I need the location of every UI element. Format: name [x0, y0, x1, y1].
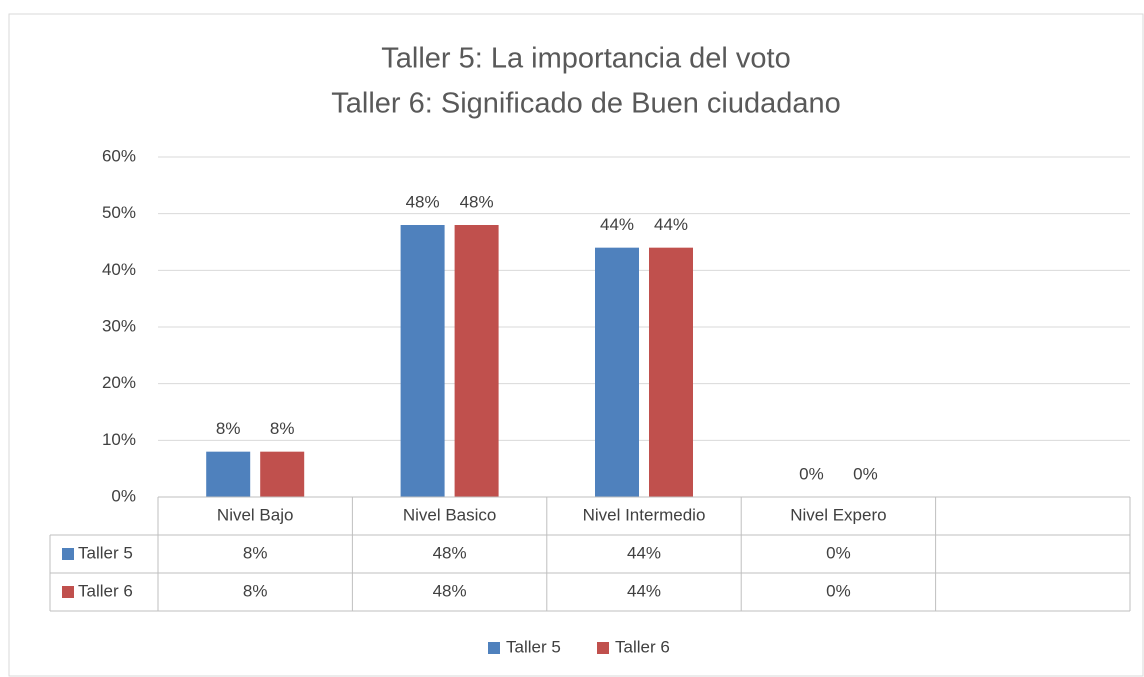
bar [649, 247, 693, 497]
table-cell: 0% [826, 543, 851, 562]
table-cell: 48% [433, 581, 467, 600]
bar [260, 451, 305, 497]
table-cell: 48% [433, 543, 467, 562]
y-tick-label: 20% [102, 373, 136, 392]
y-tick-label: 40% [102, 260, 136, 279]
data-label: 0% [799, 464, 824, 483]
x-tick-label: Nivel Intermedio [583, 505, 706, 524]
x-tick-label: Nivel Bajo [217, 505, 294, 524]
y-tick-label: 0% [111, 486, 136, 505]
legend-key [488, 642, 500, 654]
data-label: 0% [853, 464, 878, 483]
y-tick-label: 30% [102, 316, 136, 335]
data-label: 44% [654, 215, 688, 234]
data-label: 8% [270, 419, 295, 438]
table-legend-key [62, 548, 74, 560]
y-tick-label: 50% [102, 203, 136, 222]
table-row-label: Taller 5 [78, 543, 133, 562]
x-tick-label: Nivel Expero [790, 505, 886, 524]
table-cell: 44% [627, 543, 661, 562]
data-label: 8% [216, 419, 241, 438]
legend-label: Taller 5 [506, 637, 561, 656]
bar [595, 247, 639, 497]
y-tick-label: 10% [102, 430, 136, 449]
table-legend-key [62, 586, 74, 598]
data-label: 48% [460, 192, 494, 211]
data-label: 44% [600, 215, 634, 234]
table-cell: 44% [627, 581, 661, 600]
chart-frame [8, 13, 1144, 677]
bar [454, 225, 499, 497]
table-cell: 8% [243, 543, 268, 562]
table-cell: 8% [243, 581, 268, 600]
bar [206, 451, 251, 497]
table-cell: 0% [826, 581, 851, 600]
legend-label: Taller 6 [615, 637, 670, 656]
chart-title: Taller 6: Significado de Buen ciudadano [331, 88, 840, 120]
chart-title: Taller 5: La importancia del voto [381, 43, 790, 75]
x-tick-label: Nivel Basico [403, 505, 497, 524]
legend-key [597, 642, 609, 654]
data-label: 48% [406, 192, 440, 211]
bar [400, 225, 445, 497]
y-tick-label: 60% [102, 146, 136, 165]
table-row-label: Taller 6 [78, 581, 133, 600]
